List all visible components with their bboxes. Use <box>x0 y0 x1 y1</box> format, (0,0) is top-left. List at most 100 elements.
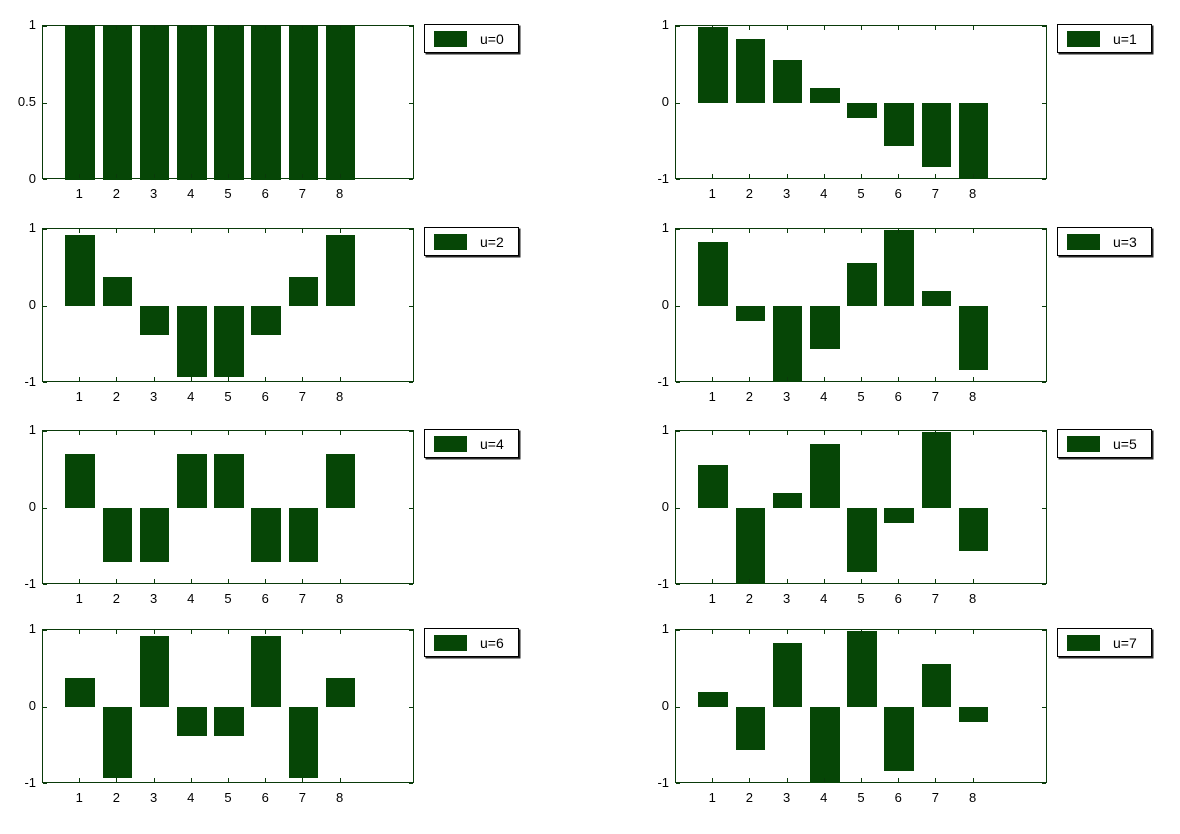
x-tick-label: 8 <box>335 591 344 606</box>
subplot-u3: 1 0 -1 1 2 3 4 5 6 7 8 u=3 <box>657 220 1152 404</box>
y-tick-mark <box>676 783 680 784</box>
x-tick-mark <box>749 431 751 435</box>
bar-x6 <box>251 635 282 707</box>
x-tick-mark <box>972 630 974 634</box>
x-tick-mark <box>153 579 155 583</box>
y-tick-label: 0 <box>28 698 36 713</box>
x-tick-label: 2 <box>745 591 753 606</box>
x-tick-label: 3 <box>149 591 158 606</box>
y-tick-label: -1 <box>657 775 669 790</box>
legend: u=1 <box>1057 24 1152 53</box>
y-tick-mark <box>43 229 47 230</box>
x-tick-mark <box>190 174 192 178</box>
y-tick-mark <box>676 179 680 180</box>
y-tick-mark <box>1042 707 1046 708</box>
bar-x1 <box>698 27 729 103</box>
bar-x7 <box>921 664 952 707</box>
x-tick-mark <box>712 630 714 634</box>
x-tick-mark <box>972 778 974 782</box>
x-tick-label: 7 <box>931 389 939 404</box>
x-tick-mark <box>898 377 900 381</box>
plot-area <box>675 228 1047 383</box>
x-tick-mark <box>898 630 900 634</box>
x-tick-mark <box>190 26 192 30</box>
bar-x4 <box>809 444 840 508</box>
x-tick-mark <box>861 377 862 381</box>
bar-x6 <box>251 306 282 336</box>
x-tick-mark <box>712 174 714 178</box>
bar-x1 <box>698 242 729 306</box>
x-tick-mark <box>786 174 788 178</box>
subplot-u7: 1 0 -1 1 2 3 4 5 6 7 8 u=7 <box>657 621 1152 805</box>
x-tick-mark <box>786 778 788 782</box>
x-tick-mark <box>190 229 192 233</box>
plot-area <box>42 629 414 784</box>
x-tick-label: 6 <box>894 790 902 805</box>
y-tick-mark <box>409 26 413 27</box>
x-tick-mark <box>861 630 862 634</box>
bar-x7 <box>921 290 952 306</box>
y-tick-mark <box>1042 26 1046 27</box>
x-tick-label: 6 <box>261 186 269 201</box>
bar-x8 <box>325 677 356 707</box>
x-tick-mark <box>79 431 81 435</box>
y-tick-mark <box>43 584 47 585</box>
y-tick-mark <box>676 103 680 104</box>
y-tick-mark <box>676 707 680 708</box>
x-tick-label: 4 <box>187 790 195 805</box>
bar-x7 <box>921 103 952 167</box>
bar-x8 <box>958 103 989 179</box>
subplot-u2: 1 0 -1 1 2 3 4 5 6 7 8 u=2 <box>24 220 519 404</box>
x-tick-label: 6 <box>894 591 902 606</box>
x-tick-mark <box>935 377 937 381</box>
plot-area <box>42 228 414 383</box>
x-tick-mark <box>972 26 974 30</box>
bar-x6 <box>884 508 915 523</box>
bar-x4 <box>176 306 207 378</box>
x-tick-label: 5 <box>857 790 865 805</box>
x-tick-label: 6 <box>261 591 269 606</box>
x-tick-mark <box>935 778 937 782</box>
legend-swatch <box>1067 634 1100 651</box>
x-tick-mark <box>339 778 341 782</box>
y-tick-label: 0 <box>28 297 36 312</box>
x-tick-mark <box>786 630 788 634</box>
bar-x4 <box>176 453 207 508</box>
x-tick-mark <box>116 377 118 381</box>
x-tick-label: 5 <box>224 790 232 805</box>
y-tick-label: -1 <box>657 171 669 186</box>
x-tick-mark <box>116 778 118 782</box>
y-tick-label: 0 <box>661 94 669 109</box>
x-tick-mark <box>265 778 267 782</box>
plot-area <box>675 430 1047 585</box>
bar-x3 <box>139 26 170 180</box>
x-tick-label: 4 <box>187 186 195 201</box>
x-tick-mark <box>228 778 229 782</box>
x-tick-label: 8 <box>968 790 977 805</box>
bar-x2 <box>102 707 133 779</box>
x-tick-mark <box>749 229 751 233</box>
x-tick-mark <box>823 174 825 178</box>
x-tick-label: 2 <box>112 790 120 805</box>
x-tick-mark <box>265 579 267 583</box>
bar-x6 <box>884 230 915 306</box>
y-tick-mark <box>409 630 413 631</box>
x-tick-mark <box>302 778 304 782</box>
y-tick-mark <box>1042 179 1046 180</box>
y-tick-mark <box>1042 431 1046 432</box>
x-tick-label: 5 <box>857 591 865 606</box>
x-tick-mark <box>339 377 341 381</box>
y-tick-mark <box>676 508 680 509</box>
x-tick-label: 4 <box>187 389 195 404</box>
x-tick-mark <box>786 377 788 381</box>
x-tick-mark <box>153 630 155 634</box>
bar-x2 <box>735 707 766 750</box>
y-tick-label: -1 <box>657 576 669 591</box>
x-tick-mark <box>190 579 192 583</box>
legend-label: u=1 <box>1113 30 1137 47</box>
y-tick-mark <box>43 508 47 509</box>
x-tick-mark <box>712 778 714 782</box>
bar-x5 <box>214 26 244 180</box>
y-tick-mark <box>676 630 680 631</box>
